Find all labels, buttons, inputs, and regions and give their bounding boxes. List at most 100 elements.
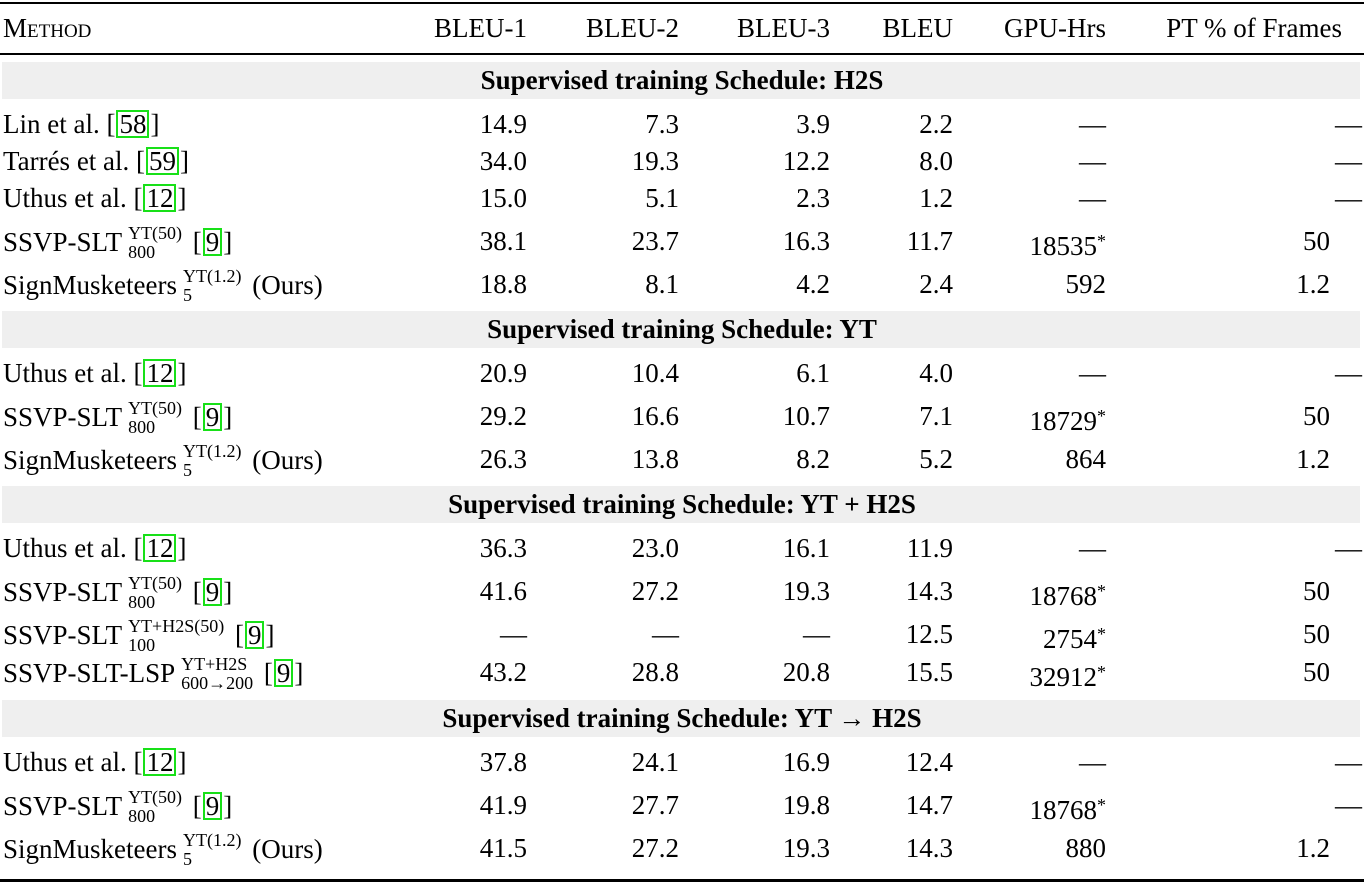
method-sup-sub: YT(50) 800 (128, 788, 182, 826)
method-subscript: 800 (128, 417, 156, 437)
bleu3-value: — (803, 619, 830, 649)
citation-close: ] (177, 183, 187, 213)
method-suffix: (Ours) (252, 270, 323, 301)
bleu1-value: 37.8 (479, 747, 527, 777)
bleu-value: 14.3 (905, 576, 953, 606)
bleu3-value: 16.1 (782, 533, 830, 563)
pt-frames-value: 50 (1303, 619, 1330, 649)
gpu-hrs-number: 18768 (1029, 581, 1098, 611)
method-name: SignMusketeers (3, 270, 177, 301)
method-suffix: (Ours) (252, 445, 323, 476)
citation-close: ] (177, 533, 187, 563)
citation-link[interactable]: 9 (273, 659, 294, 688)
method-subscript: 800 (128, 242, 156, 262)
citation-link[interactable]: 9 (202, 403, 223, 432)
method-subscript: 100 (128, 635, 156, 655)
header-bleu3: BLEU-3 (737, 13, 830, 43)
pt-frames-value: — (1335, 183, 1362, 213)
bleu-value: 12.5 (905, 619, 953, 649)
citation-link[interactable]: 59 (146, 147, 180, 175)
gpu-hrs-asterisk: * (1097, 231, 1106, 251)
gpu-hrs-value: — (980, 358, 1106, 388)
method-superscript: YT(50) (128, 398, 183, 418)
bleu3-value: 3.9 (796, 109, 830, 139)
gpu-hrs-value: 18768* (980, 576, 1107, 611)
method-superscript: YT(50) (128, 787, 183, 807)
bleu3-value: 19.3 (782, 833, 830, 863)
bleu3-value: 19.8 (782, 790, 830, 820)
gpu-hrs-number: — (1079, 358, 1106, 388)
bleu-value: 7.1 (919, 401, 953, 431)
gpu-hrs-asterisk: * (1097, 662, 1106, 682)
header-method: Method (3, 13, 92, 43)
bleu2-value: 19.3 (631, 146, 679, 176)
citation-link[interactable]: 12 (143, 184, 177, 212)
method-subscript: 600→200 (181, 673, 254, 693)
method-superscript: YT(1.2) (182, 266, 242, 286)
bleu1-value: 41.6 (479, 576, 527, 606)
method-name: SSVP-SLT (3, 791, 123, 822)
gpu-hrs-number: — (1079, 109, 1106, 139)
citation-close: ] (294, 658, 304, 689)
citation-link[interactable]: 9 (202, 228, 223, 257)
pt-frames-value: 1.2 (1296, 444, 1330, 474)
method-cell: SignMusketeers YT(1.2) 5 (Ours) (3, 831, 323, 871)
gpu-hrs-asterisk: * (1097, 581, 1106, 601)
citation-link[interactable]: 12 (143, 534, 177, 562)
method-name: SSVP-SLT (3, 620, 123, 651)
gpu-hrs-number: 2754 (1043, 624, 1097, 654)
gpu-hrs-value: 880 (980, 833, 1107, 863)
bleu-value: 14.7 (905, 790, 953, 820)
citation-link[interactable]: 58 (116, 110, 150, 138)
citation-link[interactable]: 9 (244, 621, 265, 650)
method-cell: SSVP-SLT-LSP YT+H2S 600→200 [9] (3, 654, 304, 693)
method-sup-sub: YT+H2S 600→200 (181, 655, 253, 693)
bleu2-value: 8.1 (645, 269, 679, 299)
bleu1-value: 43.2 (479, 657, 527, 687)
gpu-hrs-value: 32912* (980, 657, 1107, 692)
bleu2-value: 10.4 (631, 358, 679, 388)
bleu2-value: 13.8 (631, 444, 679, 474)
bleu-value: 5.2 (919, 444, 953, 474)
citation-link[interactable]: 9 (202, 578, 223, 607)
citation-close: ] (177, 747, 187, 777)
method-cell: Uthus et al. [12] (3, 358, 186, 388)
gpu-hrs-value: — (980, 183, 1106, 213)
pt-frames-value: — (1335, 533, 1362, 563)
citation-link[interactable]: 12 (143, 748, 177, 776)
bleu1-value: 41.9 (479, 790, 527, 820)
gpu-hrs-number: 592 (1065, 269, 1107, 299)
method-name: Uthus et al. [ (3, 533, 143, 563)
gpu-hrs-number: 18768 (1029, 795, 1098, 825)
citation-link[interactable]: 12 (143, 359, 177, 387)
bleu-value: 11.7 (906, 226, 953, 256)
method-sup-sub: YT+H2S(50) 100 (128, 617, 224, 655)
citation-link[interactable]: 9 (202, 792, 223, 821)
method-cell: SignMusketeers YT(1.2) 5 (Ours) (3, 266, 323, 307)
pt-frames-value: — (1335, 146, 1362, 176)
method-sup-sub: YT(50) 800 (128, 399, 182, 437)
gpu-hrs-number: — (1079, 146, 1106, 176)
method-name: SSVP-SLT (3, 227, 123, 258)
method-name: SSVP-SLT-LSP (3, 658, 176, 689)
method-sup-sub: YT(50) 800 (128, 574, 182, 612)
method-name: Uthus et al. [ (3, 358, 143, 388)
bleu-value: 14.3 (905, 833, 953, 863)
method-cell: Uthus et al. [12] (3, 747, 186, 777)
bleu-value: 11.9 (906, 533, 953, 563)
gpu-hrs-value: 592 (980, 269, 1107, 299)
method-superscript: YT+H2S (181, 654, 248, 674)
method-superscript: YT(50) (128, 223, 183, 243)
gpu-hrs-number: 864 (1065, 444, 1107, 474)
method-subscript: 800 (128, 806, 156, 826)
section-title: Supervised training Schedule: YT + H2S (448, 489, 916, 519)
gpu-hrs-number: 880 (1065, 833, 1107, 863)
bleu2-value: 23.0 (631, 533, 679, 563)
bleu2-value: 24.1 (631, 747, 679, 777)
bleu3-value: 12.2 (782, 146, 830, 176)
gpu-hrs-value: — (980, 747, 1106, 777)
method-sup-sub: YT(1.2) 5 (183, 442, 241, 480)
bleu1-value: 26.3 (479, 444, 527, 474)
gpu-hrs-value: 864 (980, 444, 1107, 474)
bleu2-value: 16.6 (631, 401, 679, 431)
